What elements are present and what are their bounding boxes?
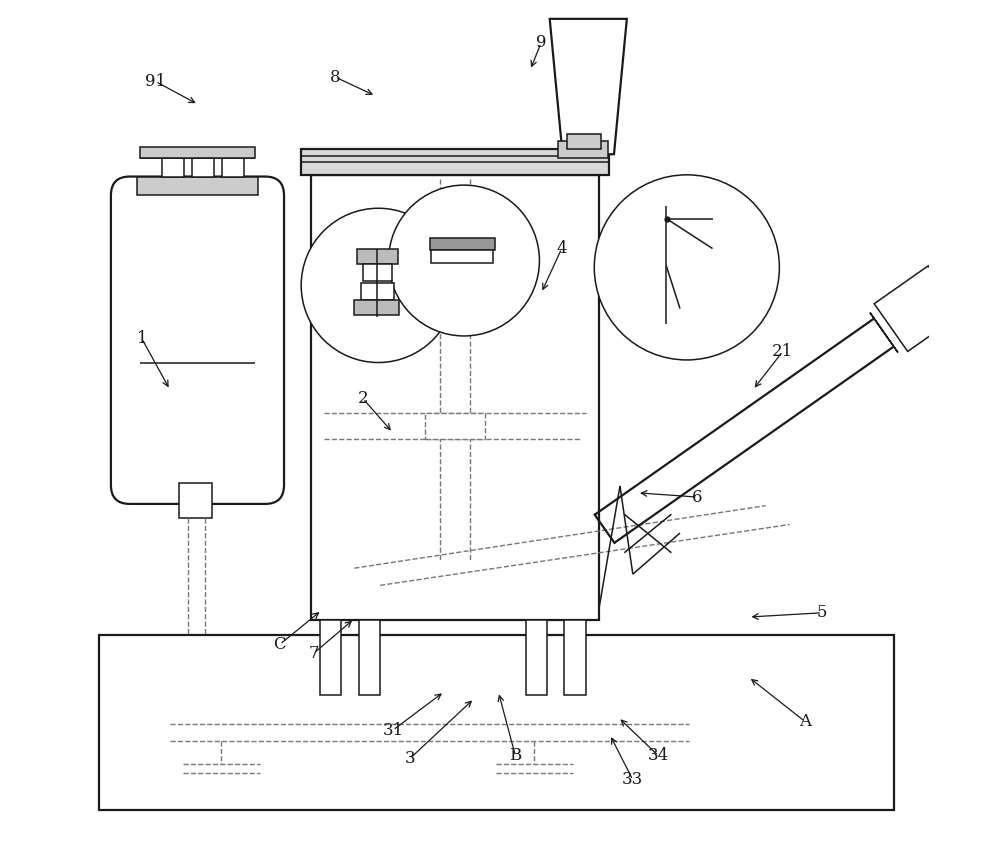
FancyBboxPatch shape	[111, 177, 284, 504]
Bar	[311, 175, 599, 620]
Bar	[357, 249, 398, 264]
Circle shape	[594, 175, 779, 360]
Bar	[359, 620, 380, 695]
Circle shape	[389, 185, 539, 336]
Text: 91: 91	[145, 73, 166, 90]
Bar	[137, 177, 258, 195]
Bar	[162, 158, 184, 177]
Bar	[140, 147, 255, 158]
Text: 8: 8	[330, 69, 341, 86]
Text: 5: 5	[817, 604, 827, 621]
Text: 6: 6	[692, 488, 702, 506]
Text: 31: 31	[382, 722, 404, 739]
Bar	[354, 300, 399, 315]
Bar	[430, 238, 495, 250]
Polygon shape	[550, 19, 627, 154]
Bar	[301, 149, 609, 175]
Bar	[567, 134, 601, 149]
Text: A: A	[799, 713, 811, 730]
Text: B: B	[509, 747, 522, 764]
Bar	[526, 620, 547, 695]
Bar	[363, 264, 392, 281]
Polygon shape	[874, 266, 962, 351]
Bar	[179, 483, 212, 518]
Bar	[361, 283, 394, 300]
Circle shape	[301, 208, 455, 363]
Bar	[564, 620, 586, 695]
Text: 9: 9	[536, 34, 546, 51]
Text: 21: 21	[772, 343, 793, 360]
Text: 34: 34	[648, 747, 669, 764]
Text: 2: 2	[358, 390, 368, 407]
Bar	[558, 141, 608, 158]
Text: 7: 7	[309, 644, 319, 662]
Bar	[425, 413, 485, 439]
Bar	[222, 158, 244, 177]
Text: 33: 33	[622, 771, 643, 788]
Text: 1: 1	[136, 330, 147, 347]
Text: 4: 4	[556, 240, 567, 257]
Bar	[99, 635, 894, 810]
Text: 3: 3	[405, 750, 415, 767]
Text: C: C	[273, 636, 286, 653]
Polygon shape	[870, 313, 898, 352]
Bar	[192, 158, 214, 177]
Bar	[431, 250, 493, 263]
Bar	[320, 620, 341, 695]
